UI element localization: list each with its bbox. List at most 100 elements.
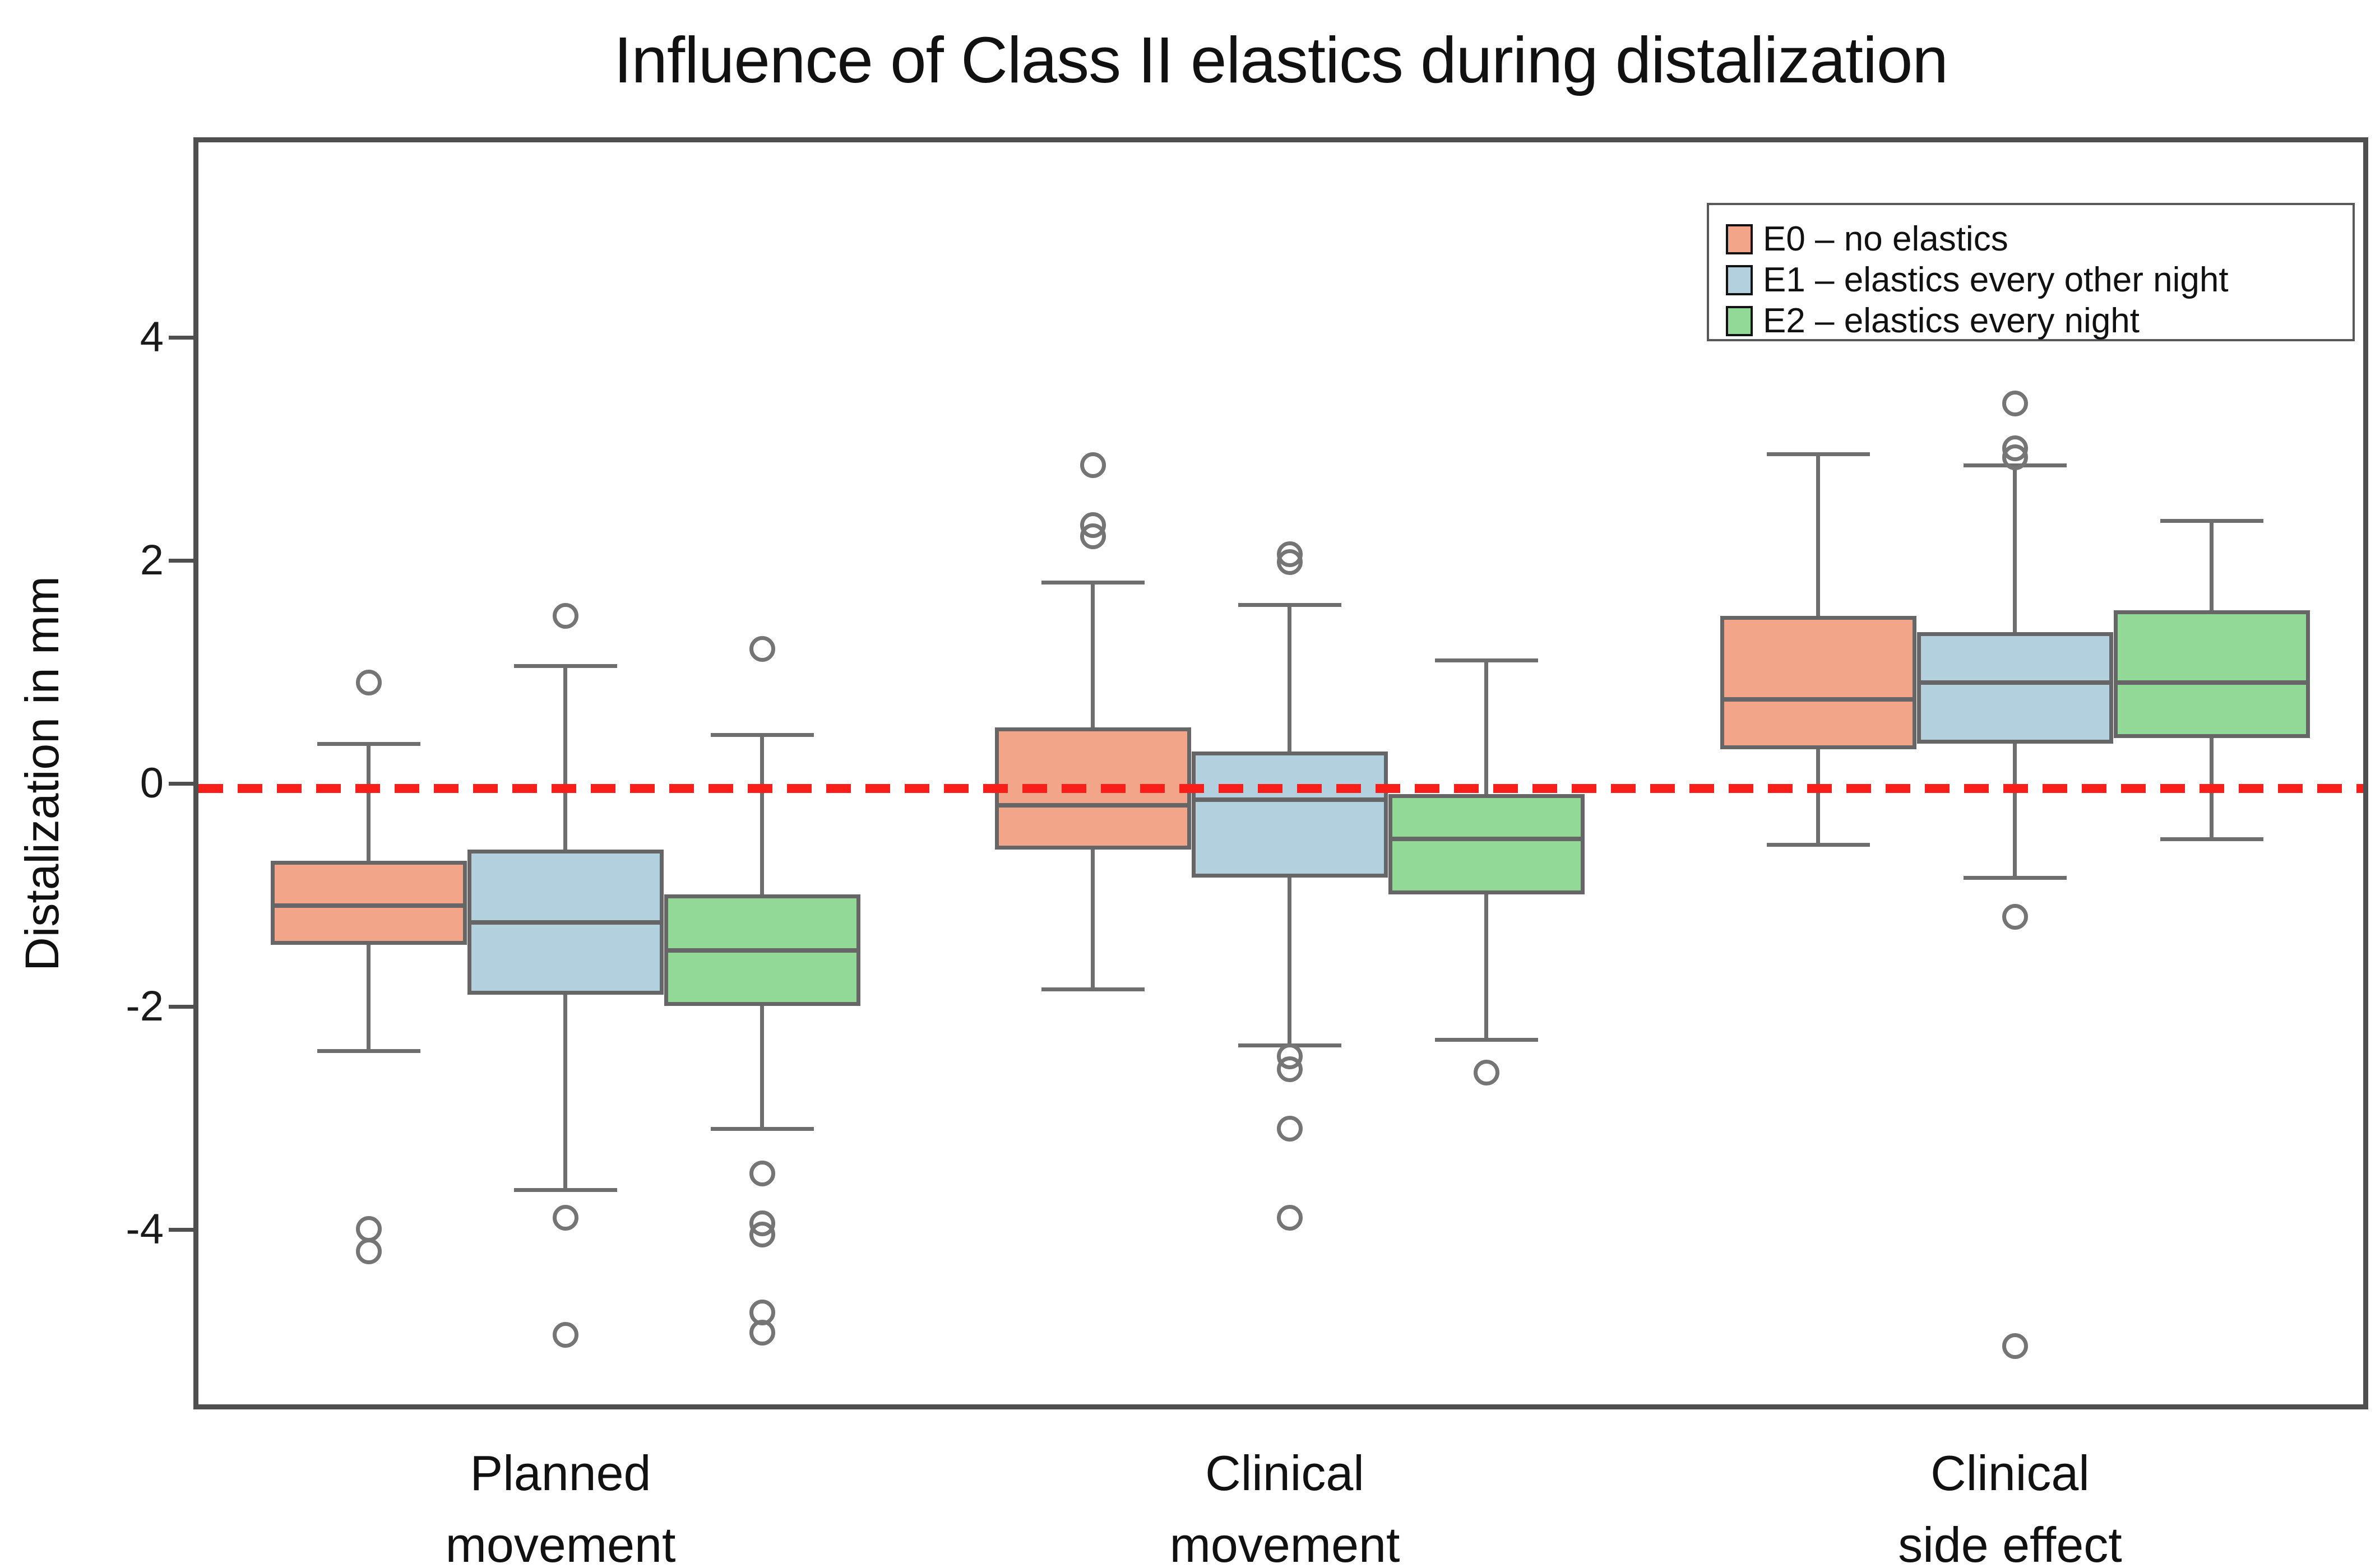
whisker-cap-upper-E1-g0 — [514, 664, 617, 669]
ytick-mark-4 — [169, 336, 193, 340]
whisker-cap-upper-E1-g1 — [1238, 602, 1341, 607]
median-E2-g2 — [2118, 680, 2306, 685]
legend-label-e2: E2 – elastics every night — [1763, 301, 2140, 340]
xtick-label-line: Clinical — [1205, 1445, 1364, 1501]
whisker-cap-lower-E1-g2 — [1964, 876, 2067, 880]
median-E1-g0 — [471, 920, 660, 925]
whisker-lower-E2-g1 — [1484, 894, 1488, 1040]
outlier-E1-g1 — [1277, 1205, 1303, 1231]
median-E0-g1 — [999, 802, 1187, 808]
outlier-E1-g2 — [2002, 903, 2028, 930]
whisker-lower-E0-g2 — [1816, 749, 1820, 845]
legend-swatch-e2 — [1726, 305, 1753, 336]
outlier-E2-g0 — [749, 1320, 775, 1346]
outlier-E1-g0 — [553, 1322, 578, 1348]
xtick-label-line: movement — [445, 1517, 676, 1568]
median-E2-g0 — [668, 948, 856, 953]
whisker-cap-upper-E2-g2 — [2160, 519, 2263, 523]
whisker-lower-E1-g0 — [563, 995, 567, 1190]
outlier-E1-g1 — [1277, 1056, 1303, 1083]
whisker-cap-upper-E2-g1 — [1435, 658, 1538, 663]
xtick-label-1: Clinical movement — [1004, 1437, 1565, 1568]
whisker-cap-lower-E0-g0 — [317, 1049, 420, 1053]
median-E0-g2 — [1724, 697, 1913, 702]
outlier-E0-g1 — [1080, 523, 1106, 550]
xtick-label-line: movement — [1169, 1517, 1400, 1568]
zero-reference-line — [198, 784, 2363, 793]
whisker-cap-upper-E2-g0 — [711, 733, 814, 737]
ytick-mark--2 — [169, 1005, 193, 1009]
whisker-cap-upper-E0-g2 — [1767, 452, 1870, 456]
box-E2-g1 — [1388, 794, 1585, 895]
whisker-lower-E0-g0 — [367, 944, 371, 1051]
box-E0-g0 — [271, 861, 467, 945]
median-E1-g1 — [1196, 797, 1384, 802]
whisker-lower-E0-g1 — [1091, 850, 1095, 990]
outlier-E2-g0 — [749, 1222, 775, 1247]
outlier-E2-g1 — [1474, 1060, 1499, 1086]
median-E1-g2 — [1921, 680, 2109, 685]
whisker-cap-upper-E0-g0 — [317, 742, 420, 746]
ytick-mark-0 — [169, 782, 193, 786]
whisker-lower-E1-g2 — [2013, 744, 2017, 878]
ytick-label-2: 2 — [140, 536, 164, 584]
box-E2-g2 — [2114, 610, 2310, 739]
outlier-E2-g0 — [749, 1160, 775, 1186]
whisker-cap-lower-E2-g0 — [711, 1126, 814, 1131]
box-E1-g2 — [1917, 632, 2113, 744]
whisker-upper-E1-g0 — [563, 666, 567, 850]
whisker-upper-E2-g2 — [2210, 521, 2214, 610]
whisker-upper-E2-g0 — [760, 735, 764, 895]
whisker-lower-E2-g0 — [760, 1006, 764, 1129]
outlier-E1-g0 — [553, 602, 578, 629]
median-E0-g0 — [275, 903, 463, 908]
outlier-E1-g0 — [553, 1205, 578, 1231]
ytick-label--4: -4 — [126, 1205, 164, 1253]
ytick-label-4: 4 — [140, 313, 164, 361]
xtick-label-line: Clinical — [1930, 1445, 2090, 1501]
outlier-E2-g0 — [749, 636, 775, 662]
whisker-upper-E0-g1 — [1091, 582, 1095, 727]
whisker-lower-E1-g1 — [1288, 878, 1291, 1045]
whisker-cap-lower-E2-g1 — [1435, 1037, 1538, 1042]
whisker-cap-lower-E2-g2 — [2160, 837, 2263, 841]
whisker-upper-E0-g0 — [367, 744, 371, 861]
whisker-cap-upper-E0-g1 — [1041, 580, 1145, 584]
outlier-E0-g0 — [356, 669, 382, 695]
legend-item-e0: E0 – no elastics — [1726, 219, 2353, 259]
median-E2-g1 — [1392, 836, 1581, 841]
legend-item-e2: E2 – elastics every night — [1726, 300, 2353, 341]
legend-label-e0: E0 – no elastics — [1763, 220, 2008, 258]
xtick-label-2: Clinical side effect — [1730, 1437, 2290, 1568]
legend-swatch-e1 — [1726, 265, 1753, 295]
legend-item-e1: E1 – elastics every other night — [1726, 259, 2353, 300]
ytick-mark--4 — [169, 1228, 193, 1232]
xtick-label-line: Planned — [470, 1445, 651, 1501]
chart-title: Influence of Class II elastics during di… — [614, 24, 1948, 96]
legend: E0 – no elastics E1 – elastics every oth… — [1707, 203, 2355, 341]
plot-area: E0 – no elastics E1 – elastics every oth… — [193, 137, 2368, 1409]
whisker-upper-E2-g1 — [1484, 660, 1488, 794]
xtick-label-line: side effect — [1898, 1517, 2122, 1568]
outlier-E1-g1 — [1277, 1115, 1303, 1142]
whisker-cap-lower-E0-g2 — [1767, 842, 1870, 847]
xtick-label-0: Planned movement — [280, 1437, 841, 1568]
whisker-upper-E1-g1 — [1288, 604, 1291, 752]
box-E0-g2 — [1720, 615, 1916, 750]
legend-swatch-e0 — [1726, 224, 1753, 254]
outlier-E1-g2 — [2002, 444, 2028, 470]
ytick-label-0: 0 — [140, 759, 164, 807]
ytick-mark-2 — [169, 559, 193, 563]
whisker-cap-lower-E0-g1 — [1041, 987, 1145, 992]
whisker-upper-E0-g2 — [1816, 454, 1820, 616]
legend-label-e1: E1 – elastics every other night — [1763, 261, 2229, 299]
box-E1-g1 — [1192, 751, 1388, 878]
outlier-E1-g2 — [2002, 391, 2028, 417]
whisker-cap-lower-E1-g0 — [514, 1188, 617, 1193]
outlier-E1-g1 — [1277, 549, 1303, 576]
outlier-E0-g0 — [356, 1238, 382, 1264]
outlier-E1-g2 — [2002, 1333, 2028, 1359]
ytick-label--2: -2 — [126, 982, 164, 1030]
whisker-upper-E1-g2 — [2013, 465, 2017, 633]
